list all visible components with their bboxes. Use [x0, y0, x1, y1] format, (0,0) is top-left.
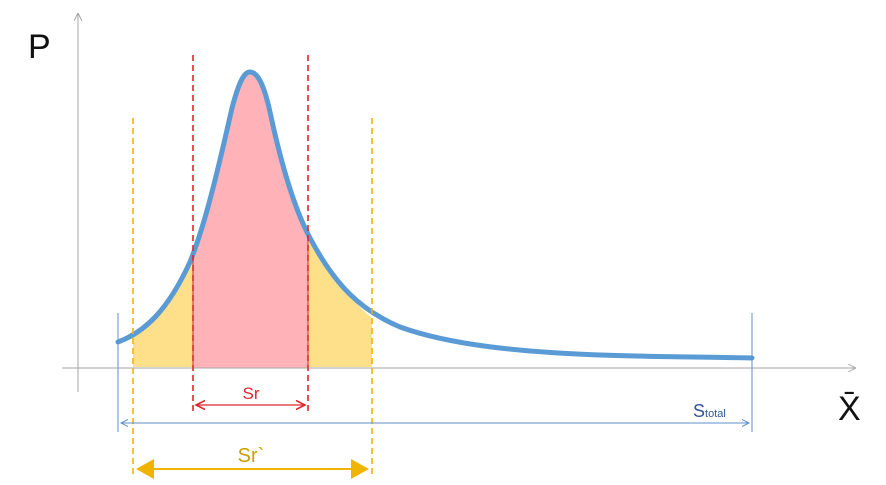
s-total-subscript: total — [705, 408, 726, 420]
sr-prime-label: Sr` — [238, 445, 265, 467]
distribution-curve — [115, 69, 755, 361]
sr-area — [192, 72, 309, 369]
x-axis-label: X̄ — [838, 390, 861, 428]
sr-label: Sr — [243, 384, 260, 403]
s-total-main: S — [693, 401, 705, 421]
y-axis-label: P — [28, 28, 51, 66]
s-total-label: Stotal — [693, 401, 726, 421]
